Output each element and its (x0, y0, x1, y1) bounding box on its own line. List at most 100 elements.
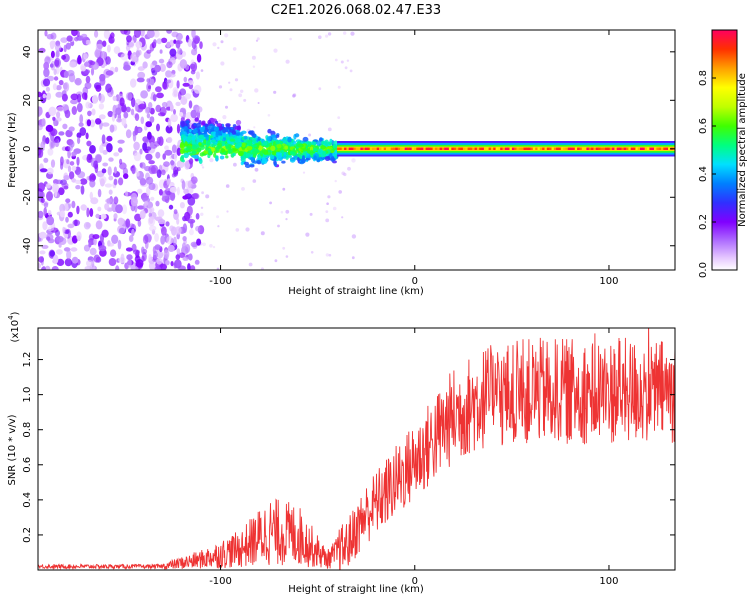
spectrogram-noise-blob (176, 217, 180, 225)
spectrogram-noise-blob (196, 53, 202, 63)
spectrogram-noise-dot (285, 255, 289, 258)
spectrogram-noise-blob (131, 97, 136, 108)
spectrogram-noise-blob (98, 114, 106, 120)
snr-series-line (38, 328, 675, 570)
spectrogram-carrier-cell (495, 147, 499, 150)
spectrogram-noise-dot (343, 172, 347, 177)
spectrogram-noise-dot (351, 234, 357, 239)
spectrogram-noise-blob (169, 48, 177, 57)
spectrogram-noise-blob (83, 244, 91, 252)
spectrogram-noise-blob (71, 30, 78, 37)
spectrogram-band-blob (284, 145, 288, 150)
spectrogram-band-blob (211, 143, 215, 147)
spectrogram-y-tick-label: 0 (22, 146, 33, 152)
snr-panel: -100 0 100 0.2 0.4 0.6 0.8 1.0 1.2 Height of str… (7, 311, 676, 595)
snr-axes: -100 0 100 0.2 0.4 0.6 0.8 1.0 1.2 (22, 328, 675, 587)
spectrogram-carrier-cell (407, 147, 410, 150)
spectrogram-noise-blob (190, 109, 197, 119)
spectrogram-panel: -100 0 100 -40 -20 0 20 40 Height of straight l… (7, 29, 676, 297)
spectrogram-band-blob (330, 156, 335, 162)
colorbar: 0.0 0.2 0.4 0.6 0.8 Normalized spectral ampl… (698, 29, 748, 278)
spectrogram-noise-blob (182, 236, 187, 242)
spectrogram-noise-blob (125, 190, 129, 197)
spectrogram-carrier-cell (437, 147, 441, 150)
spectrogram-noise-blob (108, 258, 117, 266)
snr-x-tick-label: 0 (412, 576, 418, 587)
spectrogram-noise-blob (135, 259, 144, 268)
spectrogram-noise-dot (332, 206, 337, 211)
spectrogram-noise-blob (184, 93, 191, 100)
spectrogram-noise-dot (200, 69, 204, 72)
spectrogram-noise-blob (148, 165, 156, 175)
spectrogram-noise-blob (95, 213, 100, 219)
spectrogram-carrier-cell (397, 147, 401, 150)
spectrogram-noise-blob (148, 212, 152, 218)
spectrogram-noise-blob (81, 92, 88, 100)
spectrogram-noise-dot (260, 267, 264, 270)
spectrogram-axes: -100 0 100 -40 -20 0 20 40 (22, 30, 675, 287)
spectrogram-frame (37, 29, 676, 271)
spectrogram-band-blob (313, 155, 317, 161)
spectrogram-noise-dot (200, 163, 204, 167)
spectrogram-noise-blob (163, 249, 170, 259)
spectrogram-band-blob (253, 160, 258, 164)
spectrogram-noise-dot (269, 201, 272, 205)
spectrogram-carrier-cell (423, 147, 427, 150)
spectrogram-noise-blob (68, 171, 75, 180)
spectrogram-carrier-cell (369, 147, 373, 150)
spectrogram-noise-blob (187, 180, 193, 189)
spectrogram-noise-blob (65, 129, 73, 138)
spectrogram-carrier-cell (435, 147, 438, 150)
spectrogram-noise-blob (103, 30, 110, 39)
spectrogram-noise-blob (118, 227, 125, 234)
spectrogram-noise-blob (158, 58, 165, 64)
spectrogram-noise-dot (328, 253, 332, 257)
spectrogram-noise-blob (113, 166, 117, 174)
spectrogram-carrier-cell (474, 147, 478, 150)
spectrogram-noise-dot (325, 218, 330, 223)
spectrogram-noise-dot (285, 218, 288, 221)
spectrogram-noise-blob (139, 210, 146, 220)
spectrogram-band-blob (199, 152, 205, 157)
spectrogram-carrier-cell (549, 147, 553, 150)
spectrogram-noise-blob (179, 202, 185, 209)
spectrogram-band-blob (181, 131, 187, 135)
spectrogram-noise-blob (99, 144, 104, 154)
spectrogram-x-tick-label: 0 (412, 276, 418, 287)
spectrogram-noise-blob (159, 263, 168, 270)
spectrogram-noise-blob (157, 112, 166, 117)
spectrogram-noise-blob (168, 73, 176, 78)
spectrogram-noise-dot (241, 187, 245, 191)
spectrogram-noise-blob (141, 246, 145, 255)
spectrogram-noise-blob (70, 93, 79, 101)
spectrogram-carrier-cell (593, 147, 597, 150)
spectrogram-noise-dot (218, 119, 221, 123)
spectrogram-noise-dot (228, 81, 231, 84)
snr-y-tick-label: 0.8 (22, 422, 33, 438)
spectrogram-carrier-cell (525, 147, 529, 150)
spectrogram-band-blob (267, 128, 272, 134)
spectrogram-noise-blob (121, 204, 128, 215)
spectrogram-noise-blob (116, 118, 123, 123)
spectrogram-carrier-cell (516, 147, 520, 150)
spectrogram-noise-blob (39, 168, 48, 173)
spectrogram-carrier-cell (446, 147, 450, 150)
spectrogram-noise-blob (75, 179, 82, 185)
spectrogram-noise-blob (59, 210, 66, 218)
spectrogram-carrier-cell (502, 147, 506, 150)
spectrogram-carrier-cell (644, 147, 648, 150)
spectrogram-noise-blob (187, 38, 193, 48)
spectrogram-noise-blob (137, 219, 142, 227)
spectrogram-noise-dot (251, 55, 256, 60)
spectrogram-noise-blob (54, 187, 58, 198)
spectrogram-band-blob (235, 119, 242, 126)
spectrogram-carrier-cell (358, 147, 362, 150)
spectrogram-band-blob (324, 155, 331, 161)
spectrogram-band-blob (198, 134, 205, 140)
spectrogram-noise-blob (146, 186, 151, 197)
spectrogram-noise-blob (44, 56, 51, 65)
colorbar-tick-label: 0.6 (698, 118, 709, 134)
spectrogram-noise-dot (216, 215, 220, 219)
spectrogram-noise-blob (69, 161, 75, 166)
spectrogram-noise-blob (117, 239, 122, 250)
